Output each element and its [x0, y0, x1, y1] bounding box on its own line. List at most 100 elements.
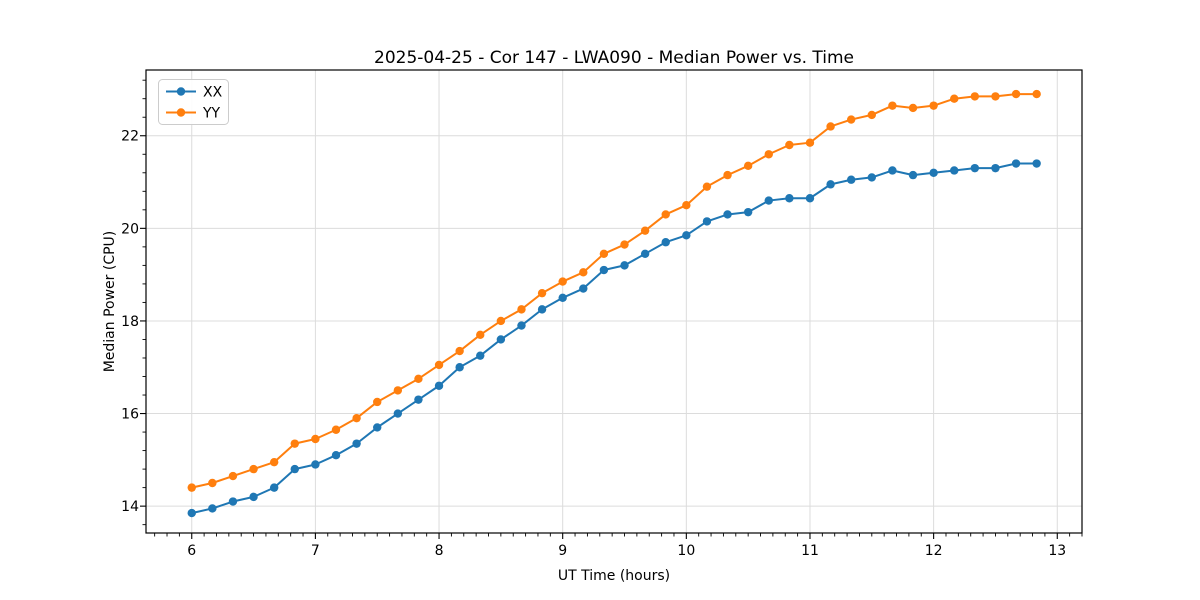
- series-xx-marker: [208, 504, 217, 513]
- series-yy-marker: [393, 386, 403, 395]
- series-xx-marker: [558, 293, 567, 302]
- x-tick-label: 10: [677, 543, 695, 559]
- series-xx-marker: [537, 305, 547, 314]
- data-series: [187, 89, 1041, 518]
- series-yy-marker: [743, 161, 753, 171]
- series-xx-marker: [888, 166, 897, 175]
- x-tick-label: 13: [1048, 543, 1066, 559]
- y-axis-label: Median Power (CPU): [102, 231, 118, 373]
- series-xx-marker: [476, 351, 485, 360]
- series-yy-marker: [537, 288, 547, 298]
- series-yy-marker: [455, 346, 464, 356]
- grid: [146, 70, 1082, 533]
- series-xx-marker: [517, 321, 526, 330]
- series-yy-marker: [558, 277, 567, 286]
- series-xx-marker: [805, 194, 815, 203]
- series-xx-marker: [352, 439, 361, 448]
- x-axis-label: UT Time (hours): [558, 568, 670, 584]
- series-yy-marker: [867, 110, 877, 120]
- legend: XX YY: [158, 79, 229, 125]
- legend-label-yy: YY: [202, 106, 221, 122]
- series-yy-marker: [579, 268, 588, 277]
- series-xx-marker: [311, 460, 320, 469]
- series-xx-marker: [846, 175, 856, 184]
- series-xx-marker: [187, 508, 196, 518]
- series-xx-marker: [579, 284, 588, 293]
- series-xx-marker: [682, 231, 691, 240]
- series-yy-marker: [599, 249, 609, 259]
- series-xx-marker: [331, 451, 341, 460]
- series-xx-marker: [1032, 159, 1041, 168]
- series-xx-marker: [1011, 159, 1021, 168]
- series-yy-marker: [640, 226, 650, 235]
- series-yy-marker: [929, 101, 938, 110]
- series-yy-marker: [208, 478, 217, 488]
- series-yy-marker: [290, 439, 299, 448]
- series-yy-marker: [805, 138, 815, 147]
- y-tick-label: 18: [121, 314, 139, 330]
- series-xx-marker: [228, 497, 238, 506]
- series-xx-marker: [702, 217, 712, 226]
- series-yy-marker: [331, 425, 341, 434]
- series-yy-marker: [373, 397, 382, 407]
- series-yy-marker: [517, 305, 526, 314]
- series-yy-marker: [249, 464, 258, 474]
- chart-title: 2025-04-25 - Cor 147 - LWA090 - Median P…: [374, 48, 854, 68]
- x-tick-label: 12: [925, 543, 943, 559]
- series-xx-marker: [414, 395, 423, 404]
- series-yy-marker: [826, 122, 835, 131]
- series-yy-marker: [764, 150, 773, 159]
- x-tick-label: 7: [311, 543, 320, 559]
- series-yy-marker: [434, 360, 444, 370]
- y-tick-label: 14: [121, 499, 139, 515]
- series-yy-marker: [682, 200, 691, 210]
- series-xx-marker: [455, 363, 464, 372]
- series-yy-marker: [661, 210, 670, 219]
- x-tick-label: 9: [558, 543, 567, 559]
- y-tick-label: 20: [121, 221, 139, 237]
- series-xx-marker: [785, 194, 794, 203]
- series-xx-marker: [929, 168, 938, 177]
- series-xx-marker: [950, 166, 959, 175]
- series-xx-marker: [269, 483, 279, 492]
- x-tick-label: 11: [801, 543, 819, 559]
- series-yy-marker: [950, 94, 959, 103]
- series-xx-marker: [373, 423, 382, 432]
- series-xx-line: [190, 162, 1038, 515]
- x-tick-label: 8: [435, 543, 444, 559]
- series-yy-marker: [620, 240, 629, 249]
- series-yy-marker: [702, 182, 712, 191]
- series-yy-marker: [1011, 89, 1021, 99]
- series-xx-marker: [496, 335, 506, 344]
- series-xx-marker: [826, 180, 835, 189]
- series-xx-marker: [640, 249, 650, 259]
- series-yy-marker: [269, 457, 279, 467]
- legend-label-xx: XX: [203, 85, 223, 101]
- series-yy-marker: [970, 92, 980, 101]
- series-xx-marker: [393, 409, 403, 418]
- series-xx-marker: [970, 163, 980, 173]
- x-tick-label: 6: [187, 543, 196, 559]
- series-yy-marker: [476, 330, 485, 340]
- series-yy-marker: [991, 92, 1000, 101]
- y-tick-label: 16: [121, 407, 139, 423]
- series-yy-marker: [888, 101, 897, 110]
- series-xx-marker: [867, 173, 877, 182]
- series-xx-marker: [249, 492, 258, 502]
- series-yy-marker: [311, 434, 320, 444]
- series-yy-line: [190, 93, 1038, 489]
- series-xx-marker: [991, 163, 1000, 173]
- series-xx-marker: [620, 261, 629, 270]
- y-tick-label: 22: [121, 129, 139, 145]
- series-yy-marker: [1032, 89, 1041, 99]
- plot-frame: [145, 69, 1083, 534]
- series-xx-marker: [661, 238, 670, 247]
- series-yy-marker: [352, 413, 361, 423]
- series-xx-marker: [290, 464, 299, 474]
- series-yy-marker: [846, 115, 856, 124]
- series-xx-marker: [599, 265, 609, 275]
- series-xx-marker: [764, 196, 773, 205]
- series-xx-marker: [743, 207, 753, 217]
- series-yy-marker: [908, 103, 918, 113]
